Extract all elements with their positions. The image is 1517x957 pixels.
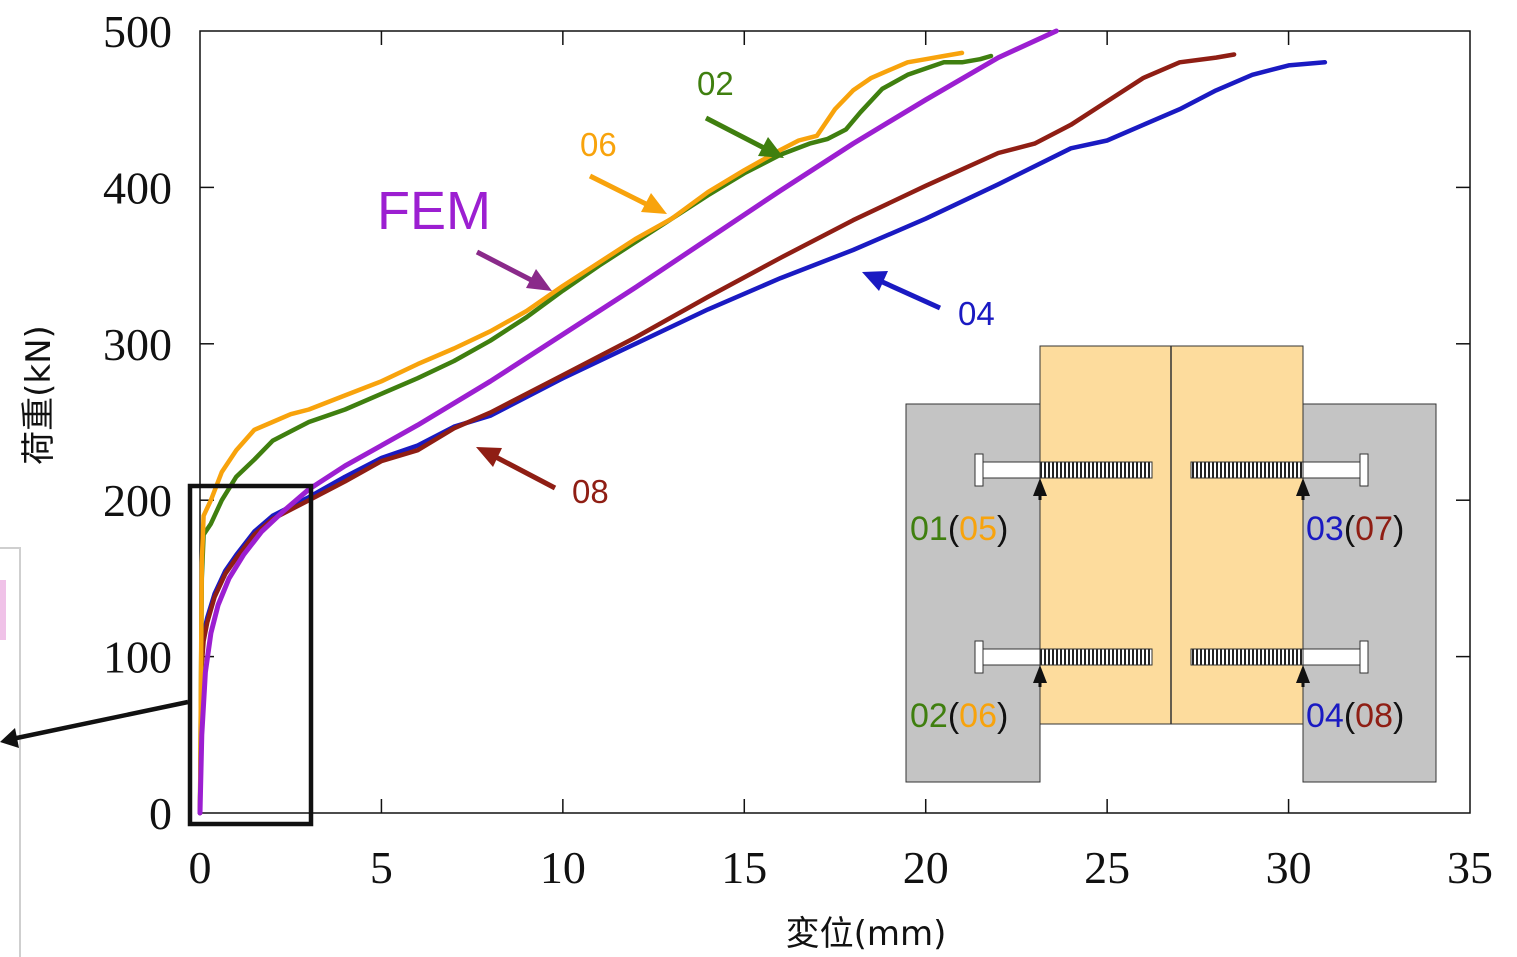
y-tick-label: 100 (103, 632, 172, 683)
callout-label-02: 02 (697, 65, 734, 102)
axis-ticks (200, 31, 1470, 813)
adjacent-panel-fragment (0, 547, 21, 957)
inset-label-part: 07 (1355, 510, 1393, 548)
callout-arrows (475, 115, 942, 491)
y-tick-label: 0 (149, 788, 172, 839)
callout-label-04: 04 (958, 295, 995, 332)
measurement-point-markers (1033, 478, 1310, 687)
x-tick-label: 0 (189, 842, 212, 893)
inset-label-part: ( (1344, 697, 1356, 735)
inset-label-part: 06 (959, 697, 997, 735)
series-line-02 (197, 53, 994, 816)
series-line-08 (197, 52, 1237, 816)
y-tick-label: 500 (103, 6, 172, 57)
inset-label-03-07: 03(07) (1306, 510, 1404, 548)
inset-label-part: 05 (959, 510, 997, 548)
y-tick-label: 400 (103, 162, 172, 213)
x-tick-label: 25 (1084, 842, 1130, 893)
screw-04 (1190, 640, 1369, 674)
screw-03 (1190, 453, 1369, 487)
x-tick-label: 30 (1266, 842, 1312, 893)
inset-label-02-06: 02(06) (910, 697, 1008, 735)
y-tick-label: 300 (103, 319, 172, 370)
callout-label-06: 06 (580, 126, 617, 163)
inset-label-part: ) (997, 510, 1008, 548)
y-axis-title: 荷重(kN) (19, 325, 59, 465)
x-tick-label: 20 (903, 842, 949, 893)
series-line-06 (197, 50, 965, 816)
zoom-pointer-line (11, 699, 189, 742)
y-tick-labels: 0 100 200 300 400 500 (103, 6, 172, 839)
series-line-fem (197, 28, 1059, 816)
callout-label-fem: FEM (377, 181, 491, 241)
zoom-region-box (187, 483, 314, 827)
inset-label-04-08: 04(08) (1306, 697, 1404, 735)
inset-label-part: ) (1393, 697, 1404, 735)
screw-01 (974, 453, 1153, 487)
inset-label-part: ) (997, 697, 1008, 735)
inset-label-part: ) (1393, 510, 1404, 548)
inset-label-part: 02 (910, 697, 948, 735)
inset-label-part: 03 (1306, 510, 1344, 548)
x-tick-labels: 0 5 10 15 20 25 30 35 (189, 842, 1494, 893)
callout-label-08: 08 (572, 473, 609, 510)
x-tick-label: 35 (1447, 842, 1493, 893)
plot-frame (199, 30, 1471, 814)
inset-label-part: ( (1344, 510, 1356, 548)
x-axis-title: 変位(mm) (786, 914, 947, 954)
joint-diagram-inset: 01(05) 03(07) 02(06) 04(08) (905, 345, 1437, 783)
inset-label-part: 08 (1355, 697, 1393, 735)
inset-label-part: ( (948, 510, 960, 548)
screw-02 (974, 640, 1153, 674)
inset-label-part: ( (948, 697, 960, 735)
series-layer (197, 28, 1328, 816)
x-tick-label: 10 (540, 842, 586, 893)
inset-label-part: 04 (1306, 697, 1344, 735)
inset-label-part: 01 (910, 510, 948, 548)
x-tick-label: 15 (721, 842, 767, 893)
zoom-pointer-arrowhead (0, 728, 19, 748)
y-tick-label: 200 (103, 475, 172, 526)
inset-label-01-05: 01(05) (910, 510, 1008, 548)
x-tick-label: 5 (370, 842, 393, 893)
